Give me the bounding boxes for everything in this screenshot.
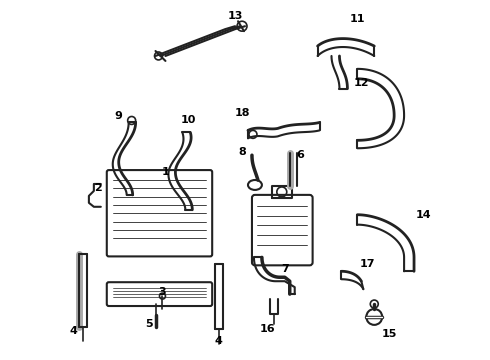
Text: 8: 8	[238, 147, 246, 157]
Text: 4: 4	[69, 326, 77, 336]
Text: 12: 12	[354, 78, 369, 88]
Text: 7: 7	[281, 264, 289, 274]
Text: 16: 16	[260, 324, 276, 334]
Text: 4: 4	[214, 336, 222, 346]
Text: 9: 9	[115, 111, 122, 121]
Text: 5: 5	[145, 319, 152, 329]
Text: 2: 2	[94, 183, 102, 193]
Text: 10: 10	[181, 116, 196, 126]
Text: 13: 13	[227, 11, 243, 21]
Text: 6: 6	[296, 150, 304, 160]
Text: 17: 17	[360, 259, 375, 269]
Text: 11: 11	[349, 14, 365, 24]
Text: 3: 3	[159, 287, 166, 297]
Text: 18: 18	[234, 108, 250, 117]
Text: 15: 15	[382, 329, 397, 339]
Text: 1: 1	[162, 167, 170, 177]
Text: 14: 14	[416, 210, 432, 220]
